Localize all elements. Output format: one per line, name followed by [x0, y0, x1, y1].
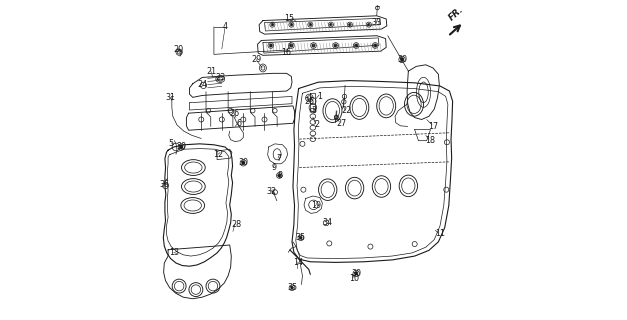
Text: 5: 5 [168, 139, 173, 148]
Text: 35: 35 [295, 233, 305, 242]
Text: 24: 24 [197, 80, 208, 89]
Text: 34: 34 [322, 218, 332, 228]
Text: 19: 19 [312, 201, 322, 210]
Circle shape [355, 272, 358, 275]
Text: 30: 30 [351, 269, 361, 278]
Circle shape [180, 145, 183, 148]
Circle shape [334, 44, 337, 47]
Circle shape [290, 23, 293, 26]
Text: 28: 28 [231, 220, 241, 229]
Circle shape [309, 23, 312, 26]
Circle shape [290, 44, 293, 47]
Text: 8: 8 [278, 171, 283, 180]
Text: 32: 32 [266, 187, 277, 196]
Text: 20: 20 [173, 45, 183, 54]
Circle shape [374, 44, 377, 47]
Text: 3: 3 [311, 106, 316, 115]
Circle shape [278, 174, 281, 177]
Text: 16: 16 [282, 48, 292, 57]
Circle shape [242, 161, 245, 164]
Circle shape [300, 236, 302, 239]
Text: 29: 29 [251, 55, 261, 64]
Text: 30: 30 [397, 55, 407, 64]
Circle shape [355, 44, 358, 47]
Text: 27: 27 [337, 119, 347, 128]
Text: 7: 7 [276, 154, 282, 163]
Text: 30: 30 [176, 142, 186, 151]
Text: 2: 2 [314, 120, 319, 129]
Circle shape [330, 23, 332, 26]
Text: 25: 25 [304, 97, 315, 106]
Text: 9: 9 [271, 163, 277, 172]
Text: 11: 11 [435, 229, 445, 238]
Circle shape [401, 58, 404, 61]
Text: 33: 33 [371, 18, 381, 27]
Text: 31: 31 [166, 93, 176, 102]
Text: 21: 21 [207, 67, 217, 76]
Text: 4: 4 [223, 22, 228, 31]
Text: 14: 14 [293, 258, 303, 267]
Circle shape [349, 23, 351, 26]
Text: 10: 10 [350, 274, 360, 283]
Text: 1: 1 [317, 92, 322, 101]
Text: 35: 35 [288, 283, 298, 292]
Text: 6: 6 [237, 119, 241, 128]
Text: 12: 12 [214, 150, 224, 159]
Circle shape [269, 44, 272, 47]
Circle shape [291, 286, 293, 289]
Text: 30: 30 [238, 158, 248, 167]
Text: 17: 17 [429, 122, 439, 131]
Circle shape [271, 23, 273, 26]
Text: 26: 26 [229, 109, 240, 118]
Text: 36: 36 [160, 180, 170, 189]
Text: 15: 15 [284, 14, 294, 23]
Text: 23: 23 [215, 73, 225, 82]
Circle shape [312, 44, 315, 47]
Text: 22: 22 [342, 106, 352, 115]
Text: 13: 13 [169, 248, 179, 257]
Text: 18: 18 [426, 136, 436, 145]
Circle shape [367, 23, 370, 26]
Text: FR.: FR. [447, 5, 465, 23]
